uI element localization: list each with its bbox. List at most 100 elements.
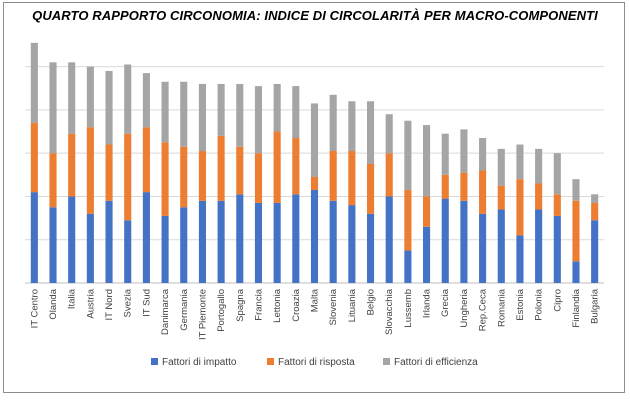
x-tick-label: Bulgaria bbox=[590, 288, 601, 324]
bar-segment bbox=[329, 94, 337, 152]
x-tick-label: IT Nord bbox=[104, 289, 115, 321]
bar-segment bbox=[142, 127, 150, 193]
bars bbox=[30, 42, 599, 283]
bar-segment bbox=[180, 146, 188, 208]
bar-segment bbox=[86, 213, 94, 283]
bar-segment bbox=[385, 196, 393, 283]
legend-swatch bbox=[383, 358, 390, 365]
x-tick-label: Estonia bbox=[515, 288, 526, 320]
x-tick-label: Germania bbox=[179, 288, 190, 330]
bar-segment bbox=[49, 153, 57, 208]
bar-segment bbox=[348, 101, 356, 152]
bar-segment bbox=[553, 194, 561, 216]
x-tick-label: Ungheria bbox=[459, 288, 470, 327]
bar-segment bbox=[460, 172, 468, 201]
bar-segment bbox=[366, 213, 375, 283]
bar-segment bbox=[105, 200, 113, 283]
x-tick-label: IT Sud bbox=[141, 289, 152, 317]
bar-segment bbox=[366, 101, 375, 164]
bar-segment bbox=[329, 200, 337, 283]
bar-segment bbox=[572, 261, 580, 283]
bar-segment bbox=[404, 189, 412, 251]
bar-segment bbox=[535, 183, 543, 210]
legend-swatch bbox=[267, 358, 274, 365]
x-tick-label: Irlanda bbox=[422, 288, 433, 318]
x-tick-label: Slovacchia bbox=[384, 288, 395, 335]
x-tick-label: IT Piemonte bbox=[197, 289, 208, 340]
x-axis-tick-labels: IT Centro Olanda Italia Austria IT Nord Svezi… bbox=[29, 288, 600, 340]
bar-segment bbox=[591, 194, 599, 203]
x-tick-label: Grecia bbox=[440, 288, 451, 317]
bar-segment bbox=[161, 81, 169, 143]
legend-label: Fattori di risposta bbox=[278, 357, 355, 368]
bar-segment bbox=[516, 144, 524, 180]
bar-segment bbox=[30, 122, 38, 193]
bar-segment bbox=[423, 125, 431, 197]
bar-segment bbox=[142, 73, 150, 128]
bar-segment bbox=[68, 133, 76, 197]
bar-segment bbox=[30, 42, 38, 123]
bar-segment bbox=[105, 144, 113, 201]
bar-segment bbox=[273, 83, 281, 132]
bar-segment bbox=[217, 83, 225, 136]
bar-segment bbox=[124, 220, 132, 283]
x-tick-label: Olanda bbox=[48, 288, 59, 319]
bar-segment bbox=[591, 220, 599, 283]
x-tick-label: Romania bbox=[496, 288, 507, 327]
x-tick-label: Cipro bbox=[552, 289, 563, 312]
bar-segment bbox=[68, 196, 76, 283]
x-tick-label: Belgio bbox=[366, 289, 377, 315]
bar-segment bbox=[441, 198, 449, 283]
bar-segment bbox=[535, 148, 543, 184]
bar-segment bbox=[516, 179, 524, 236]
bar-segment bbox=[254, 202, 263, 283]
bar-segment bbox=[142, 192, 150, 283]
bar-segment bbox=[180, 81, 188, 147]
bar-segment bbox=[479, 213, 487, 283]
bar-segment bbox=[217, 200, 225, 283]
bar-segment bbox=[385, 114, 393, 154]
bar-segment bbox=[460, 129, 468, 173]
x-tick-label: Croazia bbox=[291, 288, 302, 321]
x-tick-label: Italia bbox=[67, 288, 78, 309]
bar-segment bbox=[441, 174, 449, 199]
bar-segment bbox=[292, 194, 300, 283]
bar-segment bbox=[292, 138, 300, 195]
x-tick-label: Slovenia bbox=[328, 288, 339, 325]
bar-segment bbox=[497, 148, 505, 186]
bar-segment bbox=[329, 151, 337, 201]
bar-segment bbox=[591, 202, 599, 221]
bar-segment bbox=[479, 138, 487, 171]
bar-segment bbox=[49, 62, 57, 154]
x-tick-label: Polonia bbox=[534, 288, 545, 320]
bar-segment bbox=[180, 207, 188, 283]
bar-segment bbox=[366, 164, 375, 214]
bar-segment bbox=[310, 176, 319, 190]
bar-segment bbox=[497, 209, 505, 283]
x-tick-label: Spagna bbox=[235, 288, 246, 321]
bar-segment bbox=[572, 200, 580, 262]
bar-segment bbox=[86, 66, 94, 128]
bar-segment bbox=[124, 64, 132, 134]
bar-segment bbox=[516, 235, 524, 283]
bar-segment bbox=[497, 185, 505, 210]
bar-segment bbox=[310, 103, 319, 177]
bar-segment bbox=[535, 209, 543, 283]
bar-segment bbox=[273, 202, 281, 283]
x-tick-label: Rep.Ceca bbox=[478, 288, 489, 331]
chart-title: QUARTO RAPPORTO CIRCONOMIA: INDICE DI CI… bbox=[32, 8, 598, 23]
bar-segment bbox=[479, 170, 487, 214]
x-tick-label: Austria bbox=[85, 288, 96, 318]
x-tick-label: Lettonia bbox=[272, 288, 283, 323]
bar-segment bbox=[30, 192, 38, 283]
x-tick-label: Malta bbox=[310, 288, 321, 312]
legend-swatch bbox=[151, 358, 158, 365]
bar-segment bbox=[217, 135, 225, 201]
bar-segment bbox=[254, 153, 263, 203]
x-tick-label: Lussemb bbox=[403, 289, 414, 328]
bar-segment bbox=[404, 120, 412, 190]
bar-segment bbox=[273, 131, 281, 203]
bar-segment bbox=[385, 153, 393, 197]
bar-segment bbox=[68, 62, 76, 134]
bar-segment bbox=[404, 250, 412, 283]
